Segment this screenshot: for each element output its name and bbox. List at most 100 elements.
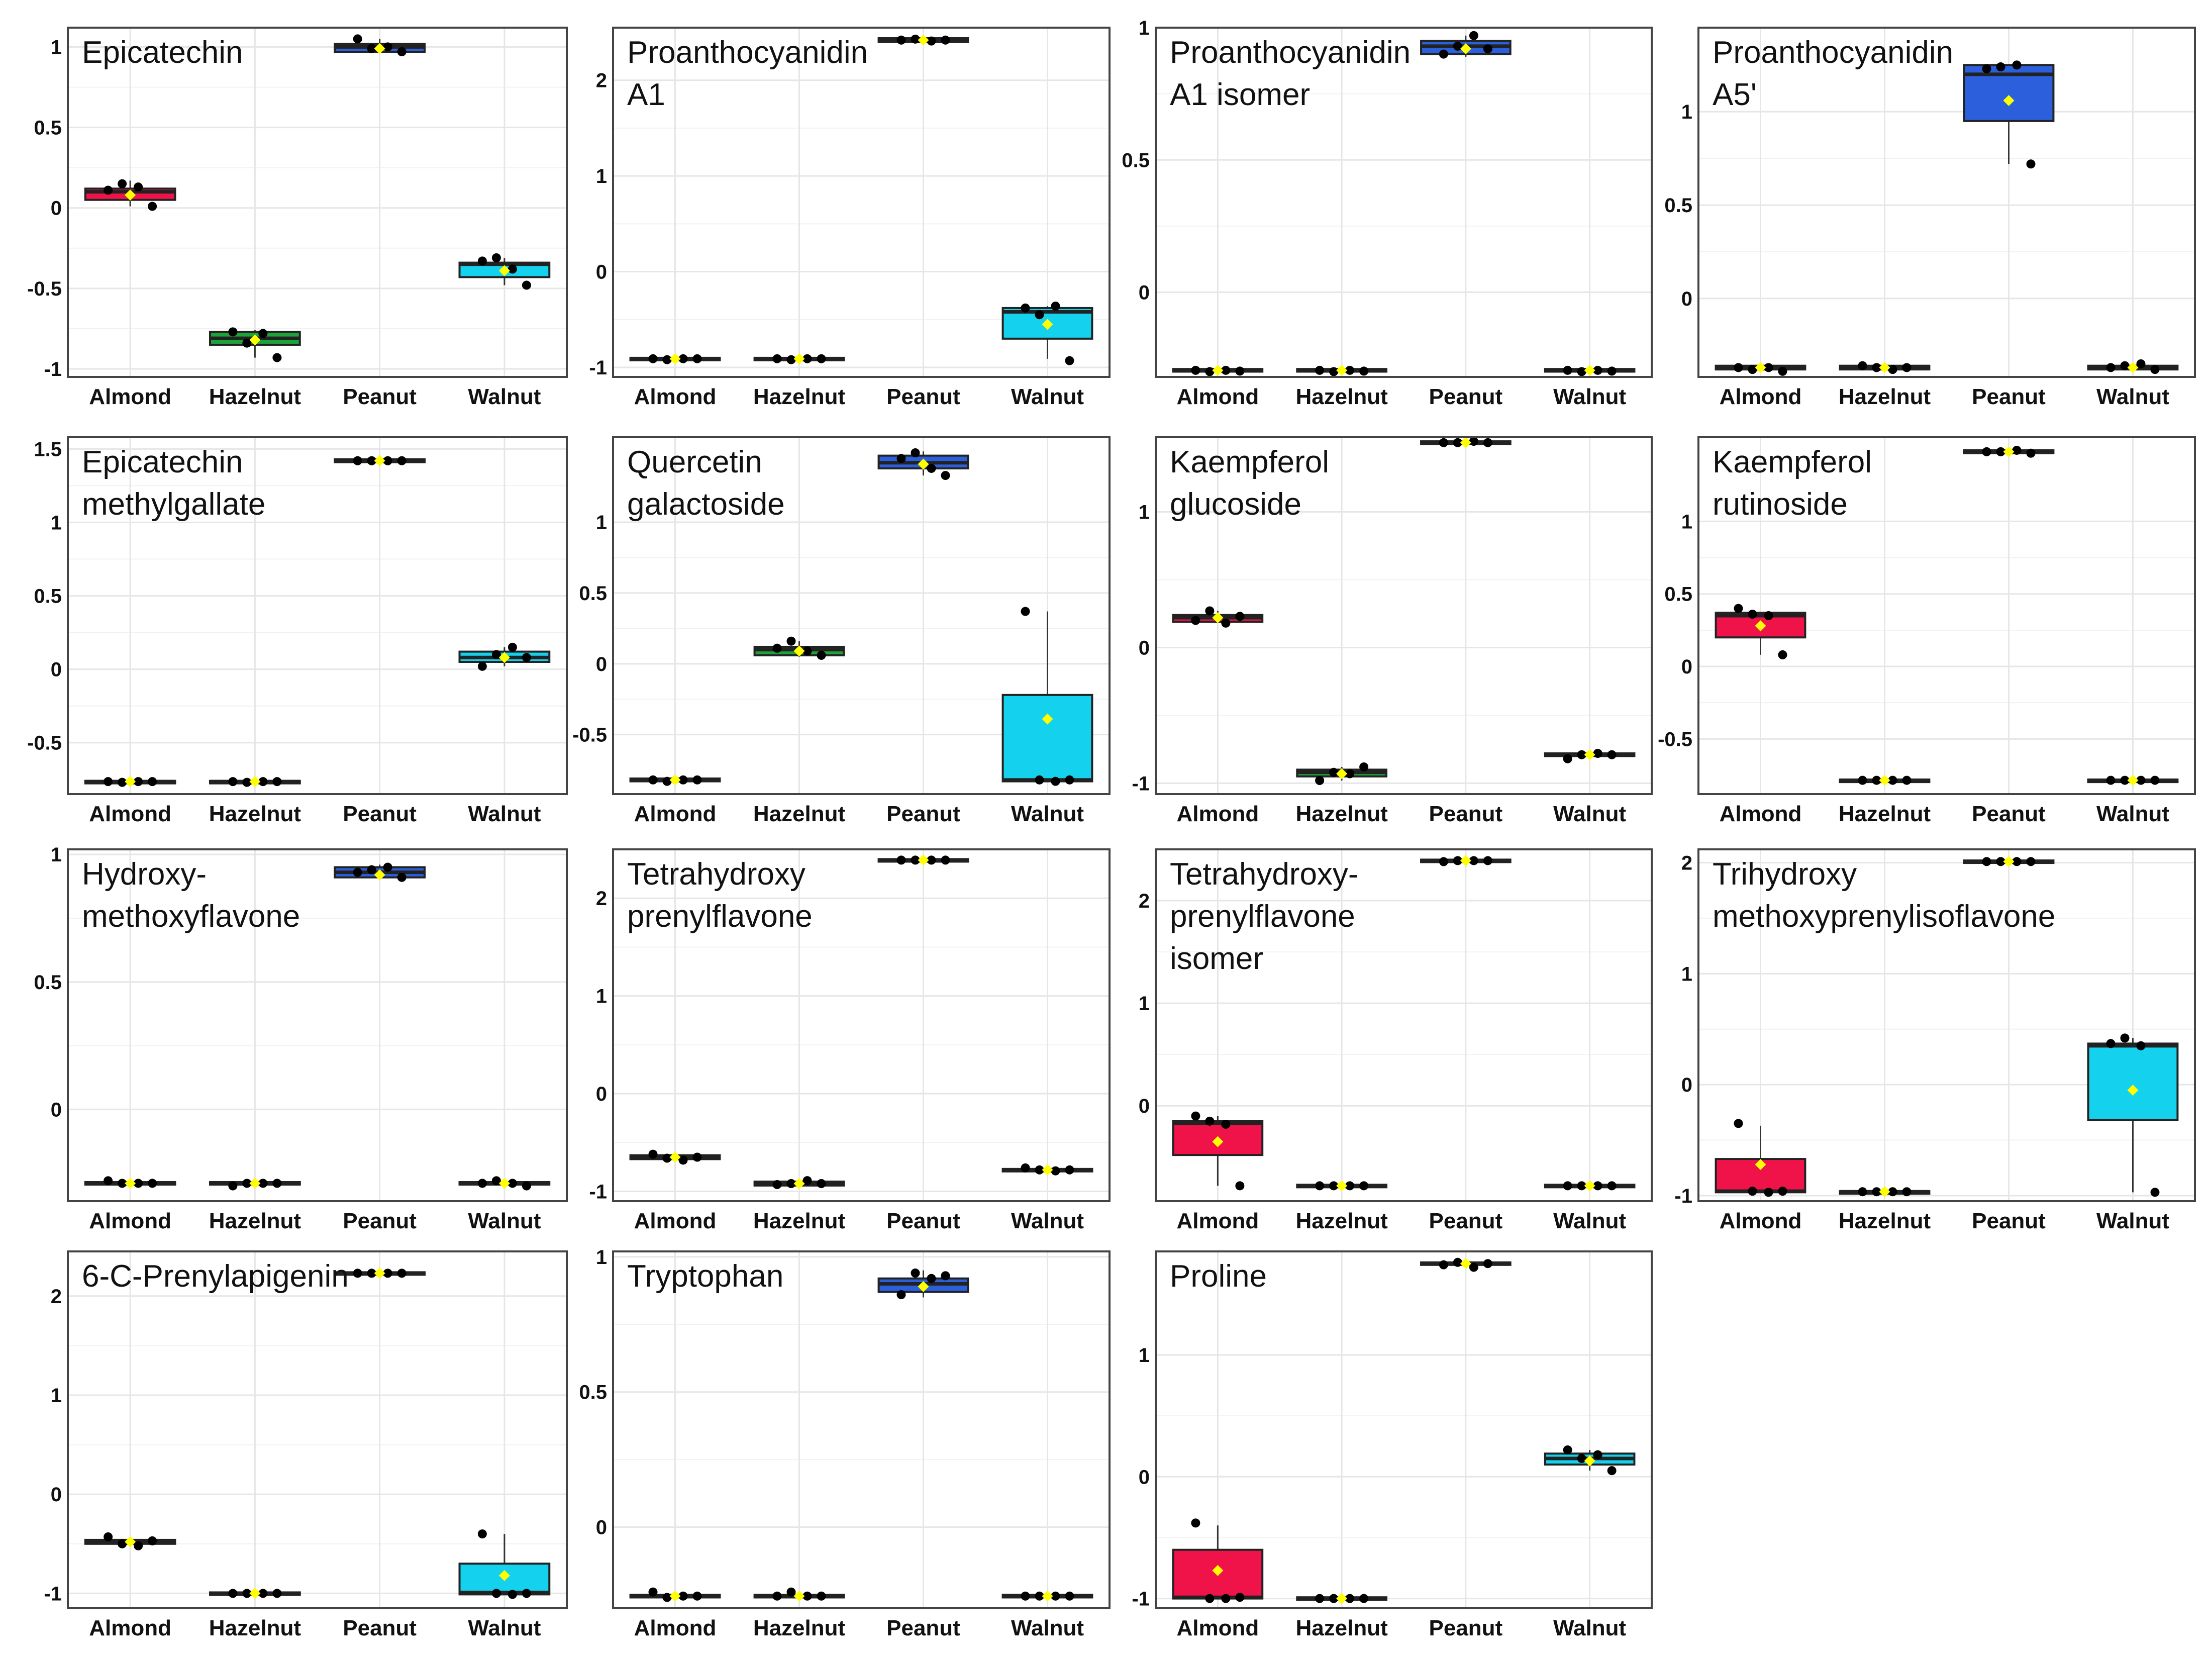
data-point — [786, 1179, 796, 1188]
panel-title-line: Tryptophan — [627, 1259, 783, 1294]
data-point — [228, 327, 238, 337]
x-tick-label-hazelnut: Hazelnut — [1295, 1616, 1388, 1640]
y-tick-label: 1.5 — [34, 438, 62, 460]
data-point — [491, 650, 501, 659]
data-point — [1329, 1181, 1339, 1191]
data-point — [772, 643, 782, 653]
data-point — [802, 354, 812, 363]
panel-frame — [1155, 27, 1653, 378]
data-point — [522, 653, 531, 662]
data-point — [118, 1179, 127, 1188]
data-point — [1021, 607, 1030, 616]
data-point — [397, 1269, 407, 1278]
data-point — [1205, 1594, 1215, 1603]
data-point — [678, 775, 688, 785]
panel-title-line: methoxyprenylisoflavone — [1713, 899, 2055, 934]
data-point — [1577, 750, 1586, 759]
panel-frame — [1155, 1250, 1653, 1609]
data-point — [911, 34, 920, 44]
x-tick-label-peanut: Peanut — [1972, 1209, 2046, 1233]
chart-panel-11: 2 1 0 Almond Hazelnut Peanut Walnut Tetrahydrox… — [1139, 848, 1653, 1233]
chart-panel-10: 2 1 0 -1 Almond Hazelnut Peanut Walnut Tetrahydr… — [589, 848, 1111, 1233]
data-point — [1235, 1593, 1245, 1602]
data-point — [2136, 1041, 2146, 1050]
chart-panel-13: 2 1 0 -1 Almond Hazelnut Peanut Walnut 6-C-Preny… — [44, 1250, 568, 1640]
x-tick-label-peanut: Peanut — [886, 802, 960, 826]
data-point — [896, 454, 906, 463]
panel-title-line: A5' — [1713, 77, 1757, 112]
data-point — [148, 1536, 157, 1545]
data-point — [911, 448, 920, 457]
y-tick-label: 1 — [1139, 17, 1150, 39]
data-point — [2150, 1188, 2160, 1197]
data-point — [148, 777, 157, 787]
panel-title-line: Proanthocyanidin — [1170, 35, 1411, 70]
data-point — [2012, 857, 2022, 866]
panel-title-line: rutinoside — [1713, 487, 1848, 522]
data-point — [508, 264, 517, 274]
y-tick-label: 2 — [596, 888, 607, 910]
x-tick-label-walnut: Walnut — [2096, 384, 2169, 409]
data-point — [1315, 365, 1325, 375]
mean-marker — [374, 1268, 385, 1279]
mean-marker — [125, 1536, 136, 1547]
mean-marker — [1755, 1159, 1766, 1171]
y-tick-label: -0.5 — [27, 278, 62, 300]
mean-marker — [1584, 1180, 1595, 1192]
data-point — [1021, 303, 1030, 313]
data-point — [1439, 857, 1448, 866]
panel-frame — [67, 848, 568, 1202]
data-point — [2106, 363, 2116, 372]
panel-title-line: Kaempferol — [1713, 445, 1872, 479]
data-point — [477, 1179, 487, 1188]
data-point — [1051, 1591, 1060, 1601]
x-tick-label-almond: Almond — [634, 1616, 717, 1640]
mean-marker — [498, 1178, 510, 1189]
mean-marker — [498, 652, 510, 663]
chart-panel-6: 1 0.5 0 -0.5 Almond Hazelnut Peanut Walnut Querc… — [572, 436, 1111, 826]
data-point — [1778, 650, 1787, 659]
data-point — [1902, 363, 1912, 372]
y-tick-label: 2 — [1139, 890, 1150, 912]
data-point — [648, 1149, 658, 1159]
mean-marker — [1212, 612, 1224, 624]
mean-marker — [1336, 1180, 1348, 1192]
mean-marker — [1460, 43, 1471, 55]
data-point — [1345, 1594, 1355, 1603]
panel-title: Epicatechin — [82, 35, 243, 70]
panel-title-line: prenylflavone — [1170, 899, 1355, 934]
data-point — [491, 253, 501, 262]
data-point — [2136, 775, 2146, 785]
x-tick-label-peanut: Peanut — [343, 1616, 417, 1640]
y-tick-label: 1 — [51, 844, 62, 866]
data-point — [258, 1179, 268, 1188]
x-tick-label-almond: Almond — [89, 802, 171, 826]
mean-marker — [1460, 1258, 1471, 1270]
chart-panel-5: 1.5 1 0.5 0 -0.5 Almond Hazelnut Peanut Walnut Ep… — [27, 436, 568, 826]
data-point — [1359, 762, 1369, 772]
x-tick-label-peanut: Peanut — [1429, 802, 1503, 826]
data-point — [228, 1589, 238, 1598]
y-tick-label: 0 — [1681, 1074, 1692, 1096]
panel-title: Trihydroxy methoxyprenylisoflavone — [1713, 857, 2055, 934]
data-point — [1483, 856, 1492, 865]
data-point — [772, 354, 782, 363]
mean-marker — [669, 1151, 681, 1163]
data-point — [383, 456, 392, 465]
mean-marker — [1879, 362, 1890, 373]
data-point — [367, 1269, 376, 1278]
mean-marker — [374, 869, 385, 881]
x-tick-label-walnut: Walnut — [468, 802, 541, 826]
data-point — [353, 1269, 362, 1278]
data-point — [1191, 1111, 1200, 1121]
y-tick-label: 0 — [1139, 1466, 1150, 1488]
data-point — [1051, 776, 1060, 786]
x-tick-label-peanut: Peanut — [1429, 1616, 1503, 1640]
data-point — [662, 355, 672, 364]
data-point — [1563, 754, 1572, 763]
y-tick-label: -1 — [1674, 1185, 1692, 1207]
y-tick-label: 0 — [51, 198, 62, 220]
data-point — [272, 777, 282, 787]
data-point — [941, 855, 950, 865]
data-point — [1607, 1466, 1617, 1476]
